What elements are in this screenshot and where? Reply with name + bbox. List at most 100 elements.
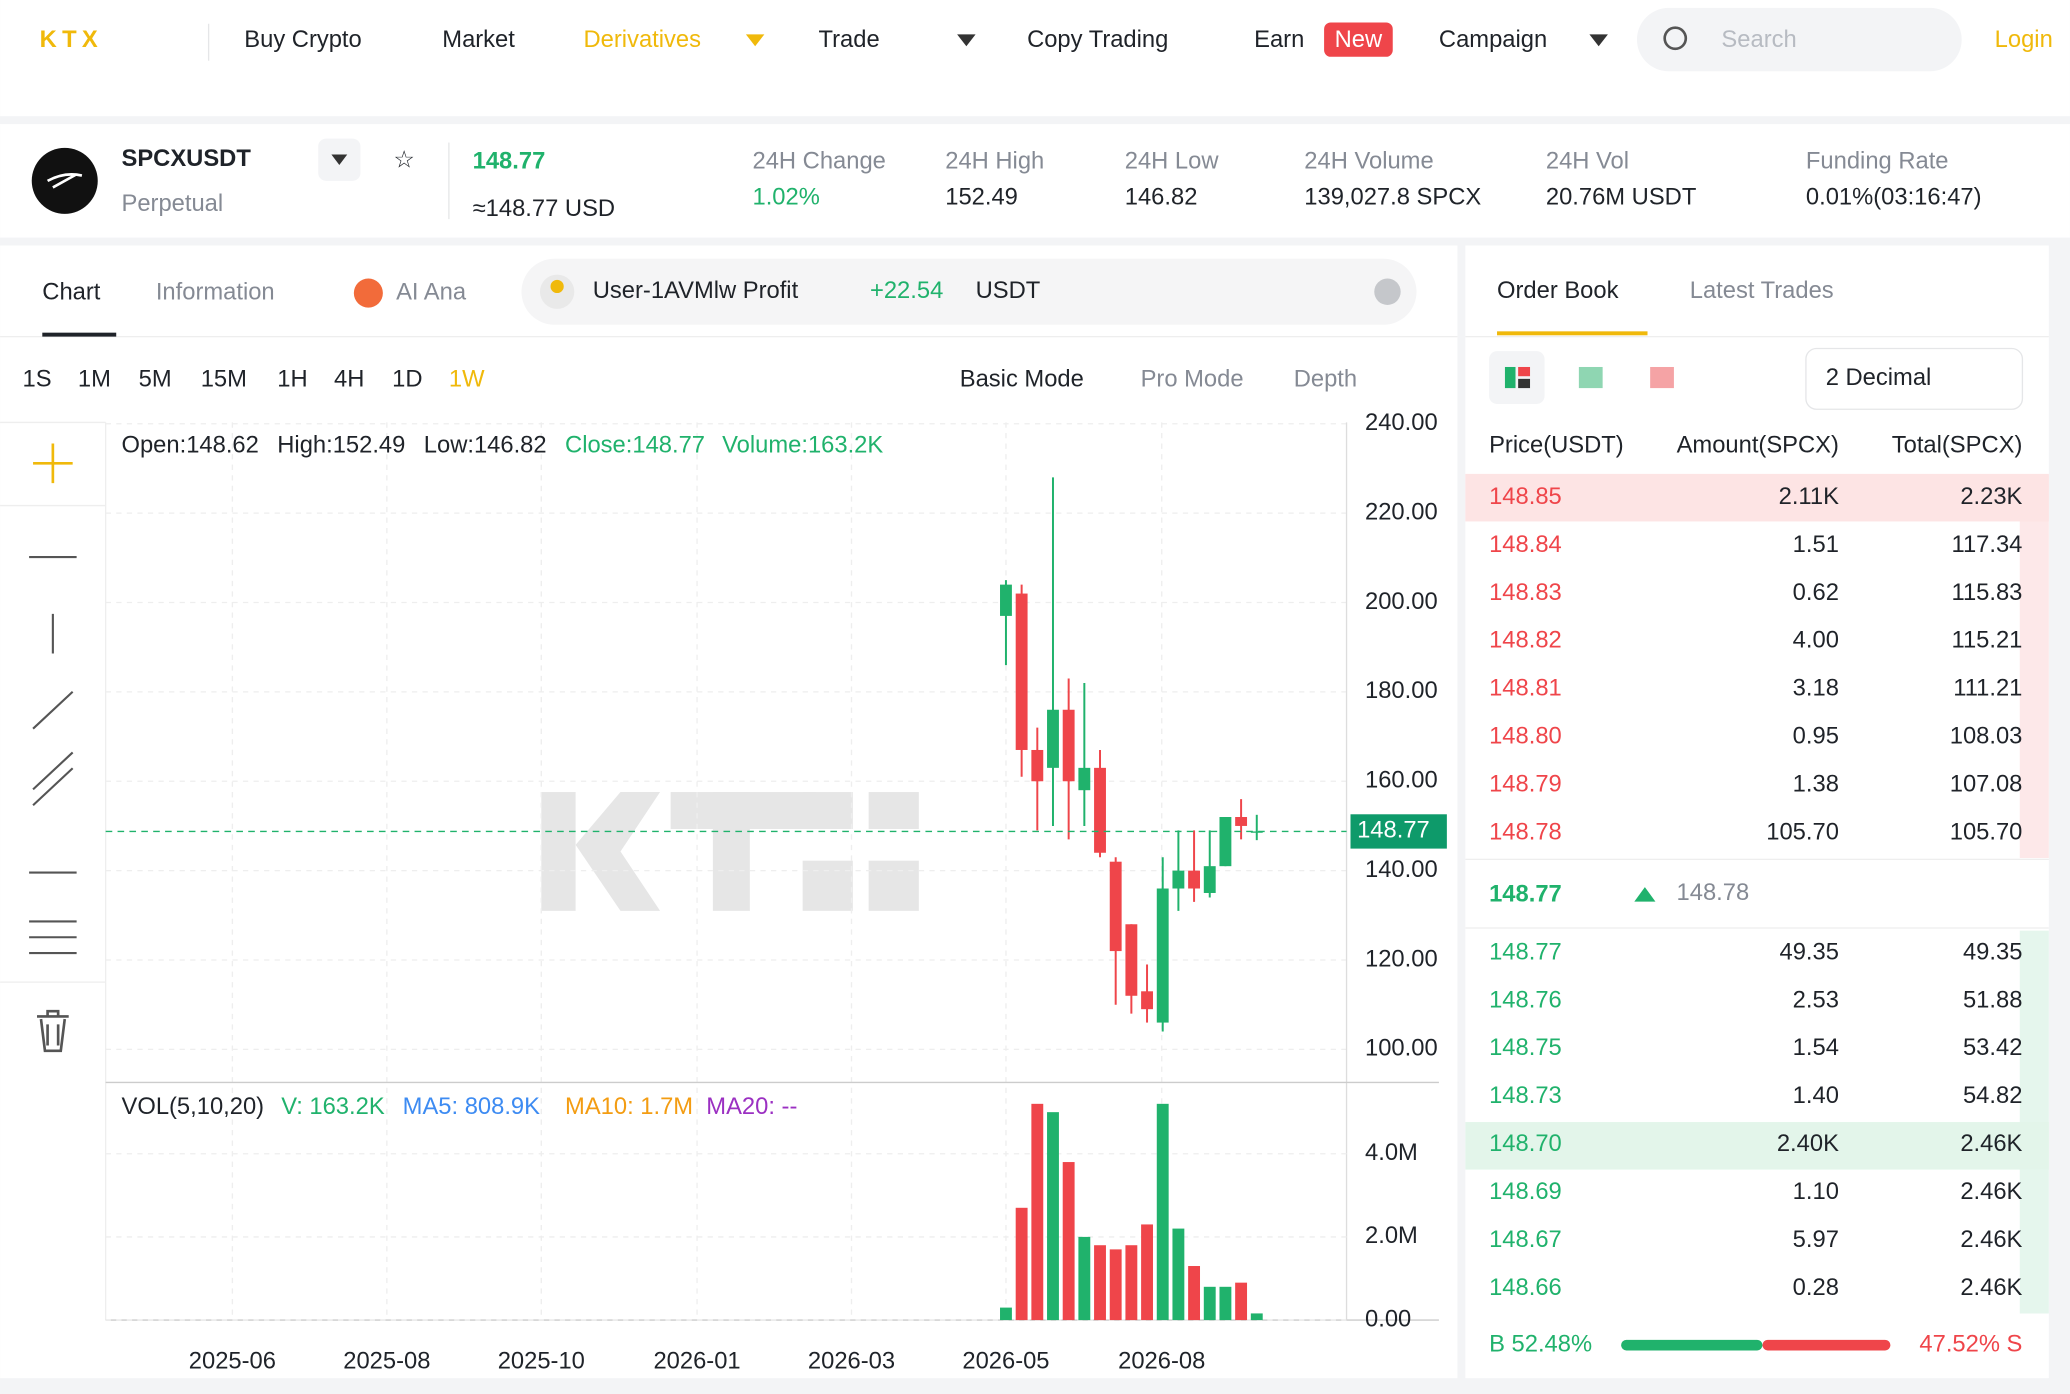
ohlc-label: High:152.49 bbox=[277, 431, 405, 458]
ob-price[interactable]: 148.73 bbox=[1489, 1082, 1562, 1109]
ob-price[interactable]: 148.84 bbox=[1489, 531, 1562, 558]
tab[interactable]: AI Ana bbox=[396, 278, 467, 305]
interval[interactable]: 15M bbox=[201, 365, 247, 392]
crosshair-tool[interactable] bbox=[33, 443, 73, 484]
interval[interactable]: 1W bbox=[449, 365, 485, 392]
ob-price[interactable]: 148.77 bbox=[1489, 938, 1562, 965]
close-icon[interactable] bbox=[1374, 278, 1401, 305]
decimal-select[interactable] bbox=[1805, 347, 2024, 410]
ob-price[interactable]: 148.70 bbox=[1489, 1130, 1562, 1157]
x-tick-label: 2025-06 bbox=[189, 1348, 276, 1375]
sell-bar bbox=[1762, 1339, 1891, 1351]
ob-price[interactable]: 148.76 bbox=[1489, 986, 1562, 1013]
ob-price[interactable]: 148.83 bbox=[1489, 579, 1562, 606]
search-box[interactable] bbox=[1636, 7, 1962, 72]
nav-item[interactable]: Copy Trading bbox=[1027, 26, 1168, 53]
buy-bar bbox=[1621, 1339, 1763, 1351]
ob-amount: 49.35 bbox=[1779, 938, 1838, 965]
stat-label: 24H Change bbox=[753, 148, 886, 175]
ob-total: 2.46K bbox=[1960, 1130, 2022, 1157]
nav-caret bbox=[1589, 34, 1608, 47]
nav-item[interactable]: Market bbox=[442, 26, 515, 53]
draw-tools[interactable] bbox=[29, 556, 77, 955]
nav-item[interactable]: Trade bbox=[819, 26, 880, 53]
ob-price[interactable]: 148.79 bbox=[1489, 770, 1562, 797]
last-price-tag bbox=[1350, 814, 1447, 849]
volume-bar bbox=[1015, 1207, 1028, 1321]
vol-legend: MA10: 1.7M bbox=[565, 1093, 693, 1120]
ohlc-label: Low:146.82 bbox=[424, 431, 547, 458]
ob-price[interactable]: 148.69 bbox=[1489, 1178, 1562, 1205]
delete-tool[interactable] bbox=[37, 1009, 69, 1053]
buy-ratio: B 52.48% bbox=[1489, 1330, 1592, 1357]
tab[interactable]: Chart bbox=[42, 278, 100, 305]
nav-item[interactable]: Derivatives bbox=[584, 26, 702, 53]
volume-bar bbox=[1031, 1103, 1044, 1321]
stat-label: 24H Low bbox=[1125, 148, 1220, 175]
candle-body bbox=[1109, 861, 1122, 952]
y-tick-label: 200.00 bbox=[1365, 588, 1438, 615]
ob-tab[interactable]: Order Book bbox=[1497, 277, 1619, 304]
volume-bar bbox=[1156, 1103, 1169, 1321]
interval[interactable]: 1D bbox=[392, 365, 422, 392]
volume-bar bbox=[1062, 1162, 1075, 1321]
interval[interactable]: 1S bbox=[23, 365, 52, 392]
mid-price: 148.77 bbox=[1489, 880, 1562, 907]
candle-body bbox=[1078, 767, 1091, 791]
mode[interactable]: Pro Mode bbox=[1141, 365, 1244, 392]
nav-item[interactable]: Campaign bbox=[1439, 26, 1547, 53]
up-arrow bbox=[1634, 887, 1656, 902]
ob-price[interactable]: 148.80 bbox=[1489, 723, 1562, 750]
ob-total: 115.83 bbox=[1952, 579, 2023, 606]
tab[interactable]: Information bbox=[156, 278, 275, 305]
interval[interactable]: 1H bbox=[277, 365, 307, 392]
login[interactable]: Login bbox=[1995, 26, 2053, 53]
notice-pill[interactable] bbox=[521, 258, 1417, 325]
search-placeholder[interactable]: Search bbox=[1721, 26, 1796, 53]
vol-legend: V: 163.2K bbox=[281, 1093, 385, 1120]
stat-value: 146.82 bbox=[1125, 183, 1198, 210]
ob-price[interactable]: 148.85 bbox=[1489, 483, 1562, 510]
volume-bar bbox=[1219, 1286, 1232, 1321]
y-tick-label: 140.00 bbox=[1365, 856, 1438, 883]
x-tick-label: 2026-01 bbox=[653, 1348, 740, 1375]
tab-underline bbox=[42, 332, 117, 337]
nav-item[interactable]: Buy Crypto bbox=[244, 26, 361, 53]
bid-depth bbox=[2019, 930, 2049, 1314]
mode[interactable]: Depth bbox=[1294, 365, 1357, 392]
interval[interactable]: 1M bbox=[78, 365, 111, 392]
candle-body bbox=[1094, 767, 1106, 853]
view-icons[interactable] bbox=[1504, 366, 1674, 389]
stat-value: 20.76M USDT bbox=[1546, 183, 1696, 210]
volume-bar bbox=[1235, 1282, 1248, 1321]
mode[interactable]: Basic Mode bbox=[960, 365, 1084, 392]
y-tick-label: 2.0M bbox=[1365, 1222, 1418, 1249]
tab-underline bbox=[1497, 331, 1648, 336]
candle-body bbox=[1156, 888, 1169, 1023]
view-toggle[interactable] bbox=[1489, 351, 1545, 404]
symbol[interactable]: SPCXUSDT bbox=[122, 145, 252, 172]
candle-body bbox=[1188, 870, 1201, 889]
ob-total: 107.08 bbox=[1950, 770, 2023, 797]
last-price: 148.77 bbox=[473, 148, 546, 175]
ob-price[interactable]: 148.78 bbox=[1489, 818, 1562, 845]
interval[interactable]: 5M bbox=[139, 365, 172, 392]
ob-price[interactable]: 148.82 bbox=[1489, 627, 1562, 654]
ob-tab[interactable]: Latest Trades bbox=[1690, 277, 1834, 304]
y-tick-label: 160.00 bbox=[1365, 767, 1438, 794]
logo[interactable]: KTX bbox=[40, 26, 103, 53]
coin-glyph bbox=[46, 173, 83, 189]
volume-bar bbox=[1250, 1313, 1263, 1321]
avatar-head bbox=[550, 279, 564, 294]
volume-bar bbox=[1094, 1245, 1106, 1321]
volume-bar bbox=[1172, 1228, 1185, 1321]
ob-price[interactable]: 148.66 bbox=[1489, 1274, 1562, 1301]
x-tick-label: 2025-08 bbox=[343, 1348, 430, 1375]
star[interactable]: ☆ bbox=[393, 146, 414, 173]
ob-price[interactable]: 148.81 bbox=[1489, 675, 1562, 702]
nav-item[interactable]: Earn bbox=[1254, 26, 1304, 53]
ob-price[interactable]: 148.67 bbox=[1489, 1226, 1562, 1253]
decimal-value[interactable]: 2 Decimal bbox=[1826, 364, 1932, 391]
ob-price[interactable]: 148.75 bbox=[1489, 1034, 1562, 1061]
interval[interactable]: 4H bbox=[334, 365, 364, 392]
